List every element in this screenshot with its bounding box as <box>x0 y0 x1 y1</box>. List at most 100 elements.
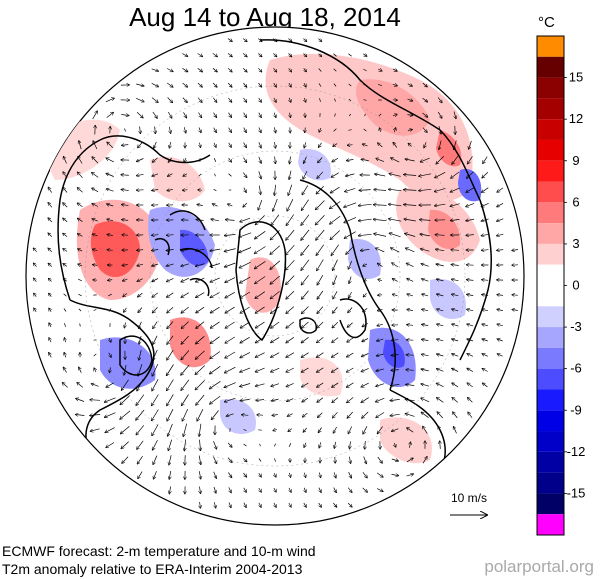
wind-arrow <box>466 203 475 206</box>
wind-arrow <box>348 129 352 131</box>
wind-arrow <box>317 337 324 342</box>
wind-arrow <box>436 155 445 164</box>
wind-arrow <box>64 338 65 343</box>
wind-arrow <box>333 487 337 493</box>
wind-arrow <box>274 487 276 492</box>
wind-arrow <box>240 383 251 387</box>
wind-arrow <box>377 339 384 341</box>
wind-arrow <box>391 385 400 386</box>
wind-arrow <box>271 291 280 298</box>
wind-arrow <box>319 127 321 132</box>
wind-arrow <box>138 363 143 376</box>
wind-arrow <box>364 278 366 281</box>
wind-arrow <box>93 249 98 250</box>
wind-arrow <box>347 352 354 357</box>
wind-arrow <box>404 205 417 206</box>
wind-arrow <box>153 439 158 450</box>
wind-arrow <box>259 185 260 195</box>
wind-arrow <box>243 172 246 178</box>
wind-arrow <box>304 83 306 87</box>
wind-arrow <box>240 399 250 400</box>
wind-arrow <box>333 275 338 285</box>
wind-arrow <box>258 458 262 462</box>
wind-arrow <box>361 249 370 250</box>
wind-arrow <box>453 412 458 419</box>
canadian-archipelago-coast <box>154 210 213 297</box>
wind-arrow <box>286 321 295 328</box>
wind-arrow <box>363 99 367 101</box>
wind-arrow <box>106 382 114 387</box>
wind-arrow <box>181 364 190 375</box>
wind-arrow <box>374 190 387 191</box>
wind-arrow <box>137 158 144 162</box>
wind-arrow <box>258 53 261 56</box>
wind-arrow <box>376 488 383 492</box>
wind-arrow <box>213 456 216 464</box>
wind-arrow <box>270 260 281 269</box>
wind-arrow <box>181 321 189 329</box>
wind-arrow <box>391 355 399 356</box>
wind-arrow <box>437 383 444 388</box>
wind-arrow <box>212 53 217 56</box>
wind-arrow <box>121 175 129 176</box>
wind-arrow <box>302 382 309 387</box>
wind-arrow <box>136 84 144 86</box>
wind-arrow <box>167 306 174 313</box>
wind-arrow <box>167 97 173 103</box>
wind-arrow <box>167 278 174 281</box>
wind-arrow <box>166 82 173 87</box>
wind-arrow <box>225 277 236 283</box>
wind-arrow <box>168 157 172 162</box>
wind-arrow <box>92 188 99 193</box>
wind-arrow <box>333 306 338 313</box>
wind-arrow <box>255 352 265 358</box>
wind-arrow <box>344 231 356 239</box>
wind-arrow <box>182 82 188 87</box>
wind-arrow <box>137 278 143 282</box>
wind-arrow <box>286 229 295 240</box>
wind-arrow <box>407 99 413 101</box>
wind-arrow <box>347 397 354 402</box>
wind-arrow <box>437 398 444 403</box>
wind-arrow <box>454 111 456 119</box>
wind-arrow <box>482 309 489 310</box>
wind-arrow <box>301 229 310 240</box>
wind-arrow <box>228 97 231 102</box>
wind-arrow <box>240 306 250 313</box>
wind-arrow <box>63 218 68 223</box>
wind-arrow <box>304 502 306 507</box>
wind-arrow <box>167 235 174 236</box>
wind-arrow <box>200 501 201 508</box>
wind-arrow <box>391 248 400 253</box>
wind-arrow <box>451 250 460 251</box>
wind-arrow <box>302 290 309 299</box>
wind-arrow <box>332 352 339 357</box>
wind-arrow <box>348 307 353 313</box>
wind-arrow <box>348 260 353 269</box>
wind-arrow <box>378 309 383 310</box>
wind-arrow <box>512 295 518 296</box>
wind-arrow <box>405 159 415 162</box>
wind-arrow <box>213 471 217 478</box>
wind-arrow <box>318 83 322 87</box>
colorbar-bin <box>537 77 564 99</box>
wind-arrow <box>255 276 266 284</box>
wind-arrow <box>389 219 402 222</box>
wind-arrow <box>258 82 262 87</box>
wind-arrow <box>273 429 278 430</box>
wind-arrow <box>124 364 127 375</box>
wind-arrow <box>305 127 306 133</box>
wind-arrow <box>154 141 157 148</box>
wind-arrow <box>347 411 353 418</box>
wind-arrow <box>211 321 220 328</box>
wind-arrow <box>363 308 368 311</box>
wind-arrow <box>90 414 101 415</box>
wind-arrow <box>166 249 174 250</box>
wind-arrow <box>259 112 261 118</box>
wind-arrow <box>226 220 235 221</box>
wind-arrow <box>452 155 459 164</box>
wind-arrow <box>227 82 232 87</box>
wind-arrow <box>244 502 246 508</box>
wind-arrow <box>242 38 247 42</box>
wind-arrow <box>482 280 489 281</box>
